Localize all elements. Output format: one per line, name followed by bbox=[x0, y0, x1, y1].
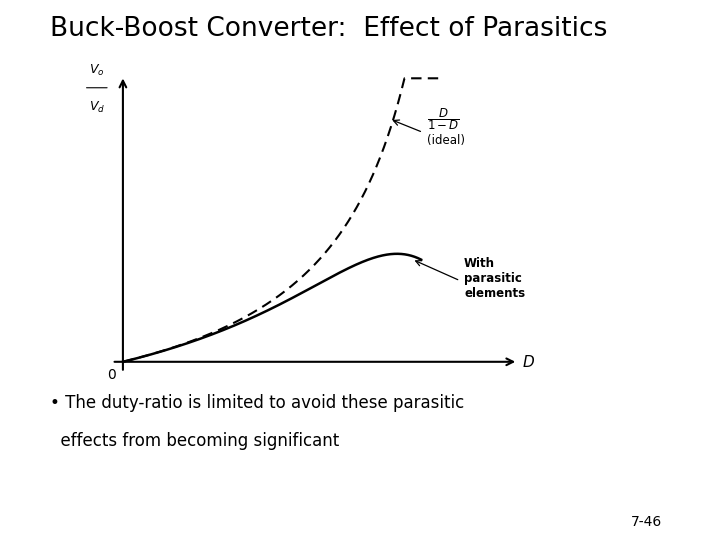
Text: effects from becoming significant: effects from becoming significant bbox=[50, 432, 340, 450]
Text: With
parasitic
elements: With parasitic elements bbox=[464, 256, 525, 300]
Text: • The duty-ratio is limited to avoid these parasitic: • The duty-ratio is limited to avoid the… bbox=[50, 394, 464, 412]
Text: $\dfrac{D}{1-D}$
(ideal): $\dfrac{D}{1-D}$ (ideal) bbox=[427, 107, 465, 147]
Text: 0: 0 bbox=[107, 368, 116, 382]
Text: $D$: $D$ bbox=[522, 354, 535, 370]
Text: $V_o$: $V_o$ bbox=[89, 63, 104, 78]
Text: 7-46: 7-46 bbox=[631, 515, 662, 529]
Text: $V_d$: $V_d$ bbox=[89, 100, 105, 115]
Text: Buck-Boost Converter:  Effect of Parasitics: Buck-Boost Converter: Effect of Parasiti… bbox=[50, 16, 608, 42]
